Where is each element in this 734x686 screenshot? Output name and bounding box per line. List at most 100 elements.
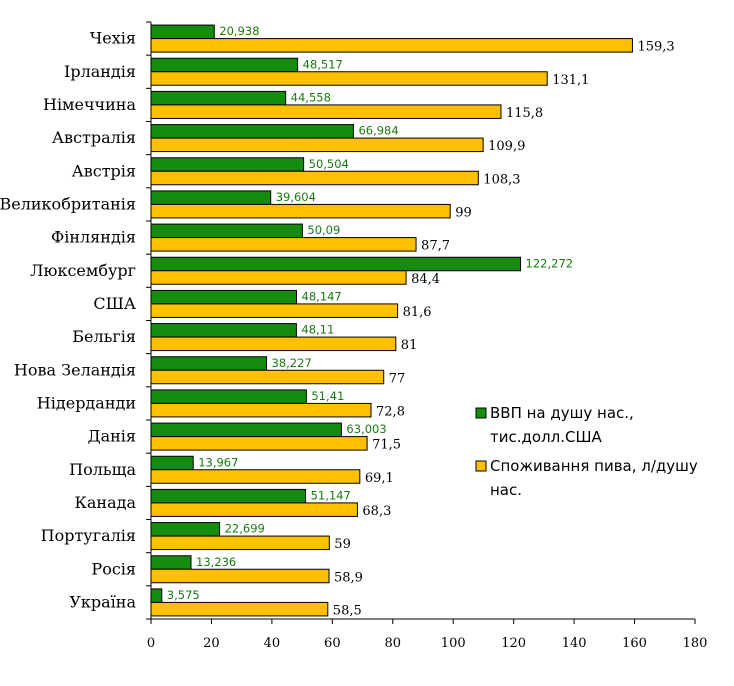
bar-beer xyxy=(150,104,502,119)
legend-label: Споживання пива, л/душу xyxy=(490,457,698,475)
category-label: Нова Зеландія xyxy=(14,360,136,379)
data-label-gdp: 38,227 xyxy=(272,356,312,370)
data-label-beer: 84,4 xyxy=(411,272,440,287)
x-tick-label: 60 xyxy=(324,636,341,651)
data-label-beer: 108,3 xyxy=(483,172,520,187)
x-tick-label: 20 xyxy=(203,636,220,651)
bar-beer xyxy=(150,402,372,418)
bar-beer xyxy=(150,203,451,219)
bar-beer xyxy=(150,71,548,86)
bar-gdp xyxy=(150,588,163,603)
bar-gdp xyxy=(150,455,194,471)
legend-swatch xyxy=(475,460,487,472)
legend-label: нас. xyxy=(490,481,522,499)
data-label-gdp: 48,147 xyxy=(302,289,342,303)
data-label-gdp: 48,11 xyxy=(301,323,334,337)
bar-beer xyxy=(150,436,368,451)
data-label-beer: 58,5 xyxy=(333,603,362,618)
data-label-beer: 58,9 xyxy=(334,570,363,585)
bar-gdp xyxy=(150,289,298,305)
data-label-gdp: 51,41 xyxy=(311,389,344,403)
data-label-beer: 71,5 xyxy=(372,438,401,453)
x-tick-label: 40 xyxy=(264,636,281,651)
category-label: Чехія xyxy=(90,29,136,48)
bar-beer xyxy=(150,170,479,186)
bar-gdp xyxy=(150,256,522,272)
category-label: Данія xyxy=(88,427,136,446)
bar-beer xyxy=(150,237,417,252)
category-label: Люксембург xyxy=(30,261,136,280)
data-label-beer: 87,7 xyxy=(421,239,450,254)
category-label: Фінляндія xyxy=(51,228,136,247)
category-label: Австрія xyxy=(72,161,136,180)
data-label-gdp: 51,147 xyxy=(311,488,351,502)
data-label-gdp: 122,272 xyxy=(526,256,574,270)
data-label-beer: 77 xyxy=(389,371,406,386)
bar-gdp xyxy=(150,555,192,570)
data-label-beer: 81 xyxy=(401,338,418,353)
bar-gdp xyxy=(150,223,303,239)
data-label-gdp: 22,699 xyxy=(225,522,265,536)
data-label-gdp: 20,938 xyxy=(219,24,259,38)
bar-beer xyxy=(150,502,358,517)
category-label: Польща xyxy=(69,460,136,479)
x-tick-label: 120 xyxy=(501,636,526,651)
category-label: Німеччина xyxy=(43,95,136,114)
x-tick-label: 180 xyxy=(683,636,708,651)
data-label-beer: 99 xyxy=(455,205,472,220)
bar-gdp xyxy=(150,389,307,404)
data-label-beer: 72,8 xyxy=(376,404,405,419)
bar-gdp xyxy=(150,90,287,106)
bar-beer xyxy=(150,270,407,285)
data-label-gdp: 50,504 xyxy=(309,157,349,171)
data-label-beer: 131,1 xyxy=(552,73,589,88)
category-label: Ірландія xyxy=(64,62,136,81)
bar-beer xyxy=(150,137,484,153)
category-label: Нідерданди xyxy=(37,393,136,412)
data-label-beer: 69,1 xyxy=(365,471,394,486)
category-label: Бельгія xyxy=(72,327,136,346)
category-label: Австралія xyxy=(52,128,136,147)
data-label-gdp: 66,984 xyxy=(358,124,398,138)
data-label-beer: 68,3 xyxy=(362,504,391,519)
legend-label: ВВП на душу нас., xyxy=(490,404,634,422)
data-label-beer: 109,9 xyxy=(488,139,525,154)
bar-beer xyxy=(150,601,329,617)
data-label-beer: 81,6 xyxy=(403,305,432,320)
bar-gdp xyxy=(150,323,297,338)
x-tick-label: 140 xyxy=(562,636,587,651)
bar-beer xyxy=(150,38,633,53)
category-label: США xyxy=(93,294,136,313)
bar-gdp xyxy=(150,488,307,504)
data-label-beer: 115,8 xyxy=(506,106,543,121)
bar-beer xyxy=(150,568,330,584)
x-tick-label: 0 xyxy=(147,636,155,651)
data-label-gdp: 39,604 xyxy=(276,190,316,204)
bar-gdp xyxy=(150,157,305,172)
bar-beer xyxy=(150,369,385,385)
category-label: Україна xyxy=(69,592,136,611)
data-label-gdp: 63,003 xyxy=(346,422,386,436)
legend-swatch xyxy=(475,407,487,419)
bar-beer xyxy=(150,535,330,551)
bar-gdp xyxy=(150,422,342,438)
data-label-gdp: 13,967 xyxy=(198,455,238,469)
bar-gdp xyxy=(150,522,221,537)
bar-gdp xyxy=(150,124,354,139)
bar-gdp xyxy=(150,24,215,40)
bar-beer xyxy=(150,303,399,318)
bar-gdp xyxy=(150,356,268,371)
legend-label: тис.долл.США xyxy=(490,428,603,446)
data-label-beer: 59 xyxy=(334,537,351,552)
category-label: Великобританія xyxy=(0,194,136,213)
x-tick-label: 160 xyxy=(622,636,647,651)
x-tick-label: 100 xyxy=(441,636,466,651)
data-label-gdp: 48,517 xyxy=(303,57,343,71)
data-label-gdp: 50,09 xyxy=(307,223,340,237)
data-label-gdp: 3,575 xyxy=(167,588,200,602)
data-label-beer: 159,3 xyxy=(637,40,674,55)
bar-beer xyxy=(150,336,397,352)
category-label: Португалія xyxy=(41,526,136,545)
